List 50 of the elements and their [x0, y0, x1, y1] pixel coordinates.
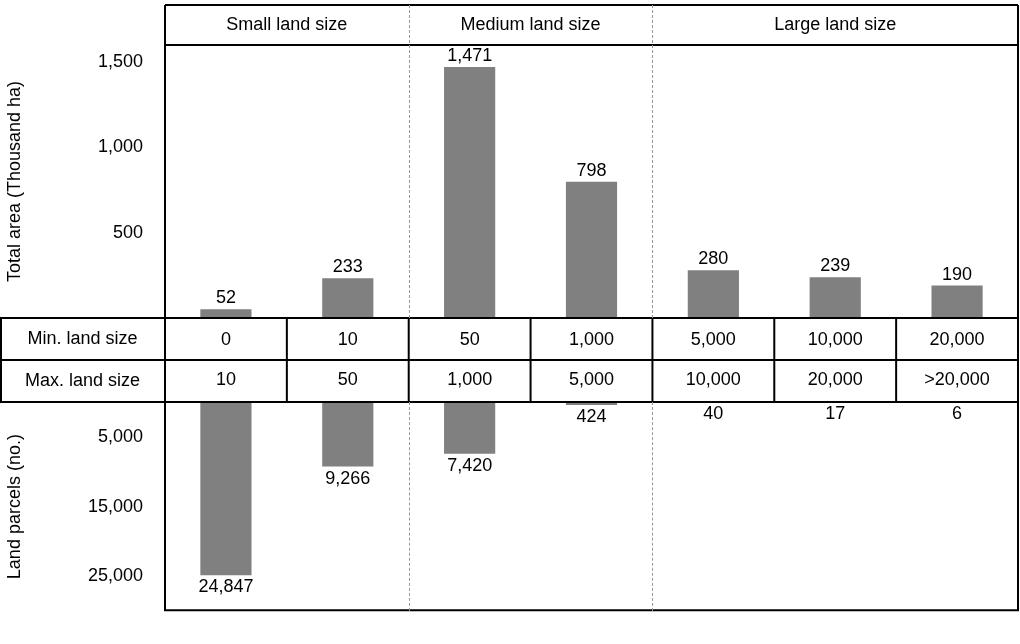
data-label: 424 [576, 405, 607, 426]
data-label: 798 [576, 159, 607, 180]
x-tick-label: 50 [459, 328, 480, 349]
bar [322, 278, 374, 318]
y-axis-title: Land parcels (no.) [3, 434, 24, 580]
x-tick-label: 5,000 [568, 369, 615, 390]
bar [565, 181, 618, 318]
data-label: 233 [332, 256, 363, 277]
y-tick-label: 1,500 [97, 51, 143, 72]
bar [931, 285, 983, 318]
bar [687, 270, 739, 318]
bar [444, 67, 496, 318]
y-axis-title: Total area (Thousand ha) [3, 80, 24, 283]
x-axis-title: Min. land size [27, 327, 138, 348]
bar [200, 402, 252, 576]
x-tick-label: 5,000 [690, 328, 736, 349]
x-tick-label: 1,000 [447, 369, 493, 390]
text: Large land size [774, 13, 897, 34]
data-label: 1,471 [447, 44, 493, 65]
data-label: 40 [703, 403, 724, 424]
text: Small land size [226, 13, 348, 34]
bar [322, 402, 374, 467]
data-label: 24,847 [198, 576, 254, 597]
data-label: 17 [825, 403, 846, 424]
y-tick-label: 500 [112, 221, 143, 242]
data-label: 52 [215, 287, 236, 308]
x-tick-label: 20,000 [807, 369, 863, 390]
text: Medium land size [460, 13, 601, 34]
x-tick-label: 20,000 [929, 328, 985, 349]
x-tick-label: 10 [337, 328, 358, 349]
bar [444, 402, 496, 454]
data-label: 190 [942, 263, 973, 284]
x-axis-title: Max. land size [24, 369, 141, 390]
y-tick-label: 15,000 [87, 495, 143, 516]
data-label: 280 [698, 248, 729, 269]
x-tick-label: 10,000 [807, 328, 863, 349]
x-tick-label: 0 [220, 328, 231, 349]
data-label: 239 [820, 255, 851, 276]
x-tick-label: 10 [215, 369, 236, 390]
data-label: 6 [952, 403, 963, 424]
x-tick-label: 50 [337, 369, 358, 390]
y-tick-label: 5,000 [97, 425, 143, 446]
y-tick-label: 25,000 [87, 565, 143, 586]
data-label: 9,266 [325, 467, 371, 488]
y-tick-label: 1,000 [97, 136, 143, 157]
x-tick-label: >20,000 [924, 369, 990, 390]
bar [809, 277, 861, 318]
x-tick-label: 1,000 [568, 328, 615, 349]
x-tick-label: 10,000 [685, 369, 741, 390]
data-label: 7,420 [447, 454, 493, 475]
